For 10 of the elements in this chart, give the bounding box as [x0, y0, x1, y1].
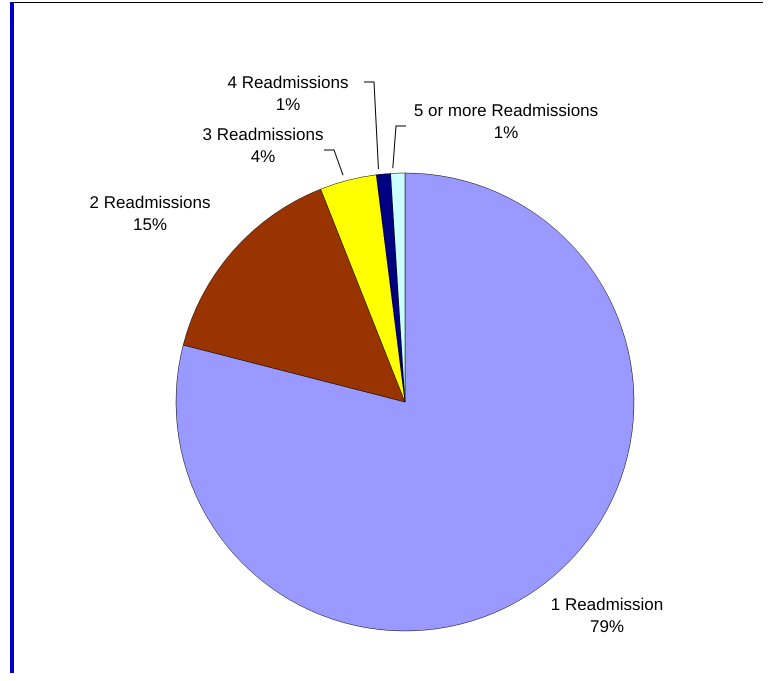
- slice-label: 2 Readmissions: [90, 193, 210, 212]
- data-label: 79%: [590, 617, 624, 636]
- data-label: 1%: [276, 95, 300, 114]
- slice-label: 1 Readmission: [550, 595, 664, 614]
- data-label: 1%: [494, 123, 518, 142]
- data-label: 4%: [250, 147, 276, 166]
- slice-label: 3 Readmissions: [202, 125, 324, 144]
- data-label: 15%: [132, 215, 168, 234]
- slice-label: 5 or more Readmissions: [414, 101, 598, 120]
- slice-label: 4 Readmissions: [228, 73, 348, 92]
